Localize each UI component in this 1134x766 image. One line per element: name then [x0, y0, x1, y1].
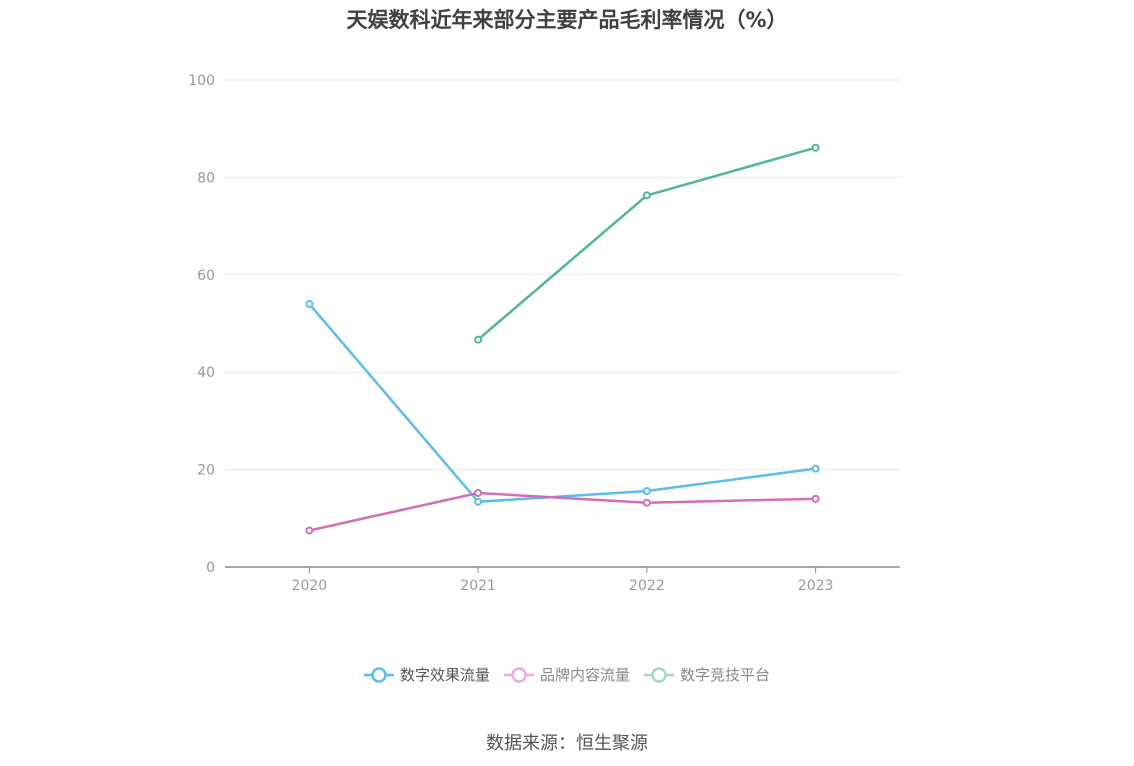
- data-point[interactable]: [305, 526, 314, 535]
- y-tick-label: 40: [197, 365, 215, 381]
- line-chart: 0 20 40 60 80 100 2020 2021 2022 2023: [188, 73, 900, 594]
- x-tick-label: 2020: [292, 578, 328, 594]
- x-tick-label: 2022: [629, 578, 665, 594]
- axes: 0 20 40 60 80 100 2020 2021 2022 2023: [188, 73, 900, 594]
- legend-label: 数字竞技平台: [680, 666, 771, 684]
- data-point[interactable]: [811, 494, 820, 503]
- series-line: [308, 303, 816, 503]
- gridlines: [225, 79, 900, 471]
- data-point[interactable]: [305, 300, 314, 309]
- legend-item-brand-content-traffic[interactable]: 品牌内容流量: [503, 664, 630, 685]
- series-2: [474, 143, 820, 344]
- legend-item-digital-effect-traffic[interactable]: 数字效果流量: [363, 664, 490, 685]
- line-marker-icon: [503, 666, 534, 683]
- y-tick-label: 60: [197, 268, 215, 284]
- x-tick-label: 2021: [460, 578, 496, 594]
- y-tick-label: 20: [197, 463, 215, 479]
- data-source: 数据来源：恒生聚源: [486, 733, 648, 754]
- legend-item-digital-esports-platform[interactable]: 数字竞技平台: [644, 664, 770, 685]
- line-marker-icon: [644, 666, 674, 683]
- series-line: [477, 146, 816, 341]
- data-point[interactable]: [642, 191, 651, 200]
- legend-label: 数字效果流量: [399, 666, 490, 684]
- data-point[interactable]: [474, 488, 483, 497]
- data-point[interactable]: [474, 497, 483, 506]
- y-tick-label: 0: [206, 560, 215, 576]
- series-lines: [305, 143, 820, 535]
- chart-title: 天娱数科近年来部分主要产品毛利率情况（%）: [346, 8, 788, 32]
- data-point[interactable]: [642, 498, 651, 507]
- series-0: [305, 300, 820, 506]
- data-point[interactable]: [474, 335, 483, 344]
- data-point[interactable]: [811, 143, 820, 152]
- y-tick-label: 80: [197, 170, 215, 186]
- x-tick-label: 2023: [798, 578, 834, 594]
- y-tick-label: 100: [188, 73, 215, 89]
- legend: 数字效果流量 品牌内容流量 数字竞技平台: [0, 664, 1134, 685]
- line-marker-icon: [363, 666, 394, 683]
- data-point[interactable]: [642, 487, 651, 496]
- data-point[interactable]: [811, 464, 820, 473]
- legend-label: 品牌内容流量: [539, 666, 630, 684]
- series-line: [309, 491, 816, 532]
- series-1: [305, 488, 820, 535]
